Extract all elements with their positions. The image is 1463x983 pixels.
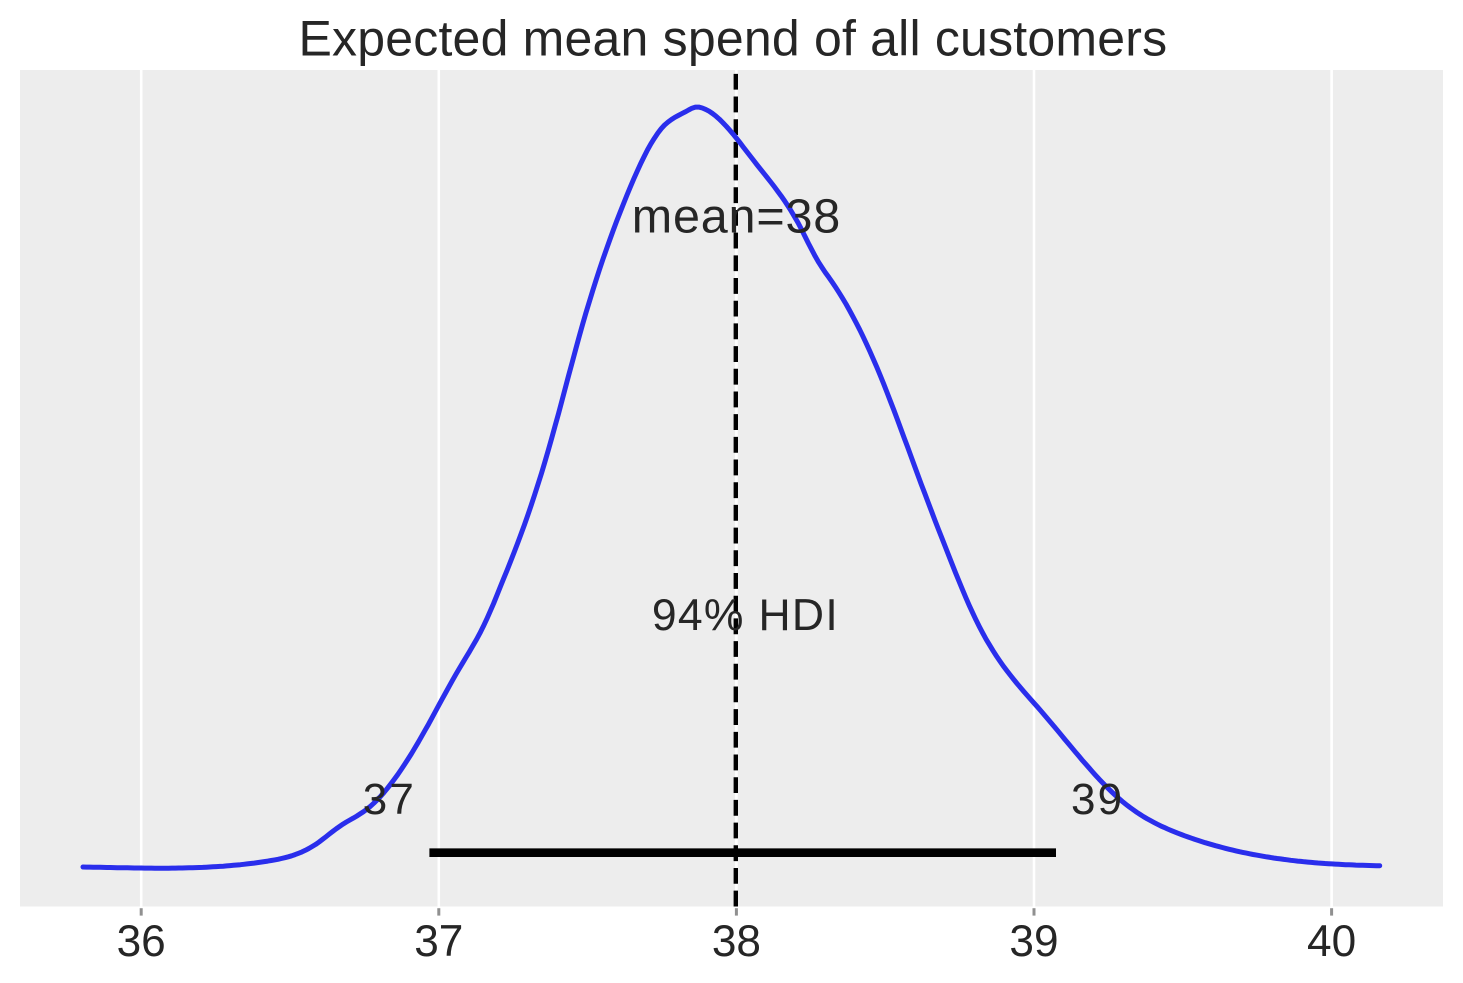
svg-text:37: 37 (414, 917, 463, 966)
svg-text:39: 39 (1071, 775, 1124, 824)
svg-text:Expected mean spend of all cus: Expected mean spend of all customers (299, 11, 1168, 67)
svg-text:mean=38: mean=38 (632, 190, 841, 244)
svg-text:38: 38 (712, 917, 761, 966)
svg-text:36: 36 (117, 917, 166, 966)
svg-text:40: 40 (1307, 917, 1356, 966)
svg-text:39: 39 (1009, 917, 1058, 966)
svg-text:37: 37 (363, 775, 416, 824)
svg-text:94% HDI: 94% HDI (652, 591, 839, 640)
